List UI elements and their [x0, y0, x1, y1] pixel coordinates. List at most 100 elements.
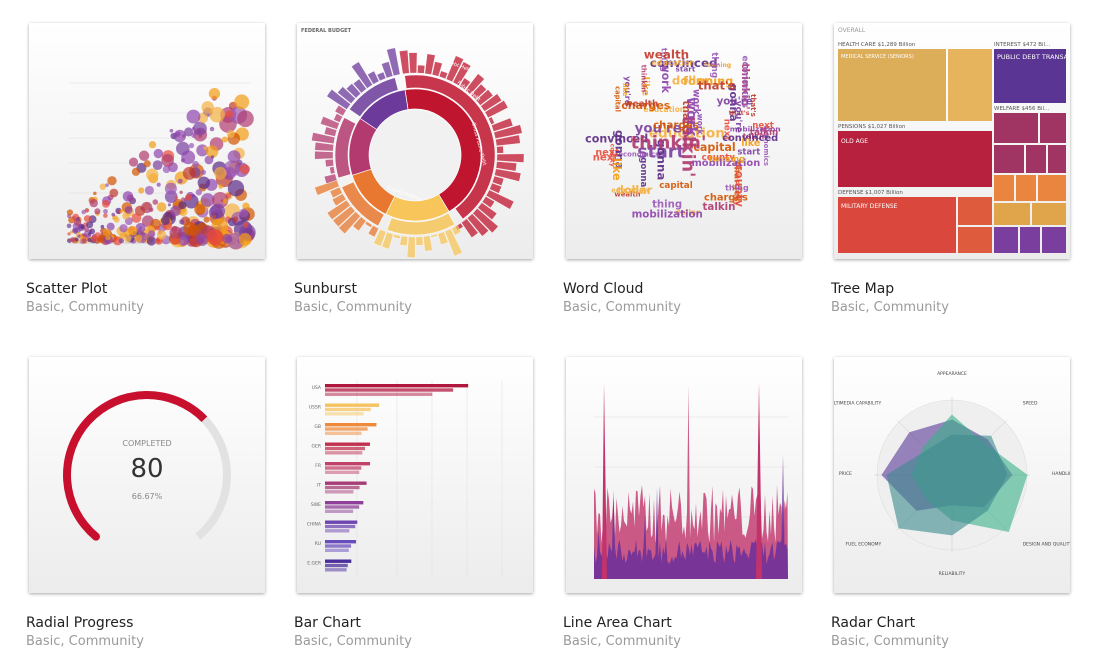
card-tags: Basic, Community [563, 634, 681, 649]
outer-spike [352, 216, 367, 232]
card-tags: Basic, Community [563, 300, 681, 315]
radar-axis-label: SPEED [1023, 400, 1038, 406]
scatter-dot [67, 232, 71, 236]
outer-spike [437, 231, 449, 246]
bar [325, 427, 368, 431]
scatter-dot [143, 160, 151, 168]
cloud-word: talkin' [743, 132, 769, 141]
scatter-dot [212, 214, 217, 219]
outer-spike [430, 233, 438, 238]
bar-label: CHINA [307, 522, 322, 528]
outer-spike [364, 221, 373, 228]
cloud-word: like [621, 83, 629, 97]
radar-axis-label: RELIABILITY [939, 571, 966, 577]
area [594, 385, 788, 579]
chart-card[interactable]: OVERALL HEALTH CARE $1,289 Billion INTERES… [834, 23, 1070, 259]
chart-card[interactable]: COMPLETED 80 66.67% [29, 357, 265, 593]
outer-spike [381, 61, 394, 79]
thumbnail: APPEARANCE SPEED HANDLING DESIGN AND QUALIT… [834, 371, 1070, 577]
scatter-dot [188, 142, 195, 149]
chart-card[interactable]: APPEARANCE SPEED HANDLING DESIGN AND QUALIT… [834, 357, 1070, 593]
ring-segment [386, 212, 456, 236]
cloud-word: forming [704, 62, 731, 69]
scatter-dot [119, 224, 128, 233]
scatter-dot [149, 238, 154, 243]
scatter-dot [74, 237, 79, 242]
outer-spike [438, 70, 448, 80]
bar [325, 490, 354, 494]
card-tags: Basic, Community [26, 300, 144, 315]
outer-spike [399, 50, 410, 75]
cloud-word: gonna [654, 139, 668, 180]
card-title: Tree Map [831, 281, 895, 297]
outer-spike [324, 126, 338, 137]
bar [325, 388, 454, 392]
tile-label: OLD AGE [841, 138, 868, 145]
outer-spike [458, 77, 471, 91]
tile-label: WELFARE $456 Bil... [994, 106, 1050, 112]
radar-axis-label: MULTIMEDIA CAPABILITY [834, 400, 882, 406]
cloud-word: wealth [614, 191, 640, 199]
scatter-dot [70, 230, 74, 234]
scatter-dot [144, 185, 154, 195]
chart-card[interactable] [29, 23, 265, 259]
outer-spike [461, 218, 479, 238]
scatter-dot [147, 230, 156, 238]
outer-spike [451, 224, 462, 236]
scatter-dot [200, 169, 207, 175]
outer-spike [346, 83, 362, 99]
outer-spike [386, 47, 401, 77]
cloud-word: thinkin' [640, 65, 648, 95]
scatter-dot [103, 213, 108, 218]
thumb-heading: OVERALL [838, 27, 866, 34]
cloud-word: charges [621, 99, 671, 112]
bar-label: IT [317, 483, 321, 489]
cloud-word: thing [660, 48, 670, 72]
bar-label: GER [312, 444, 321, 450]
cloud-word: economics [762, 125, 770, 166]
outer-spike [472, 208, 499, 234]
ring-segment [359, 89, 409, 130]
chart-card[interactable]: USA USSR GB GER FR IT SWE CHINA RU E.GER [297, 357, 533, 593]
tile [1042, 227, 1066, 253]
scatter-dot [179, 219, 185, 225]
scatter-dot [205, 145, 219, 158]
chart-card[interactable]: FEDERAL BUDGET Debt Held by Public Public … [297, 23, 533, 259]
cloud-word: work [690, 89, 701, 116]
cloud-word: start [737, 146, 760, 156]
outer-spike [331, 193, 347, 207]
tile [994, 203, 1030, 225]
outer-spike [485, 189, 515, 210]
bar [325, 466, 362, 470]
tile-label: MEDICAL SERVICE (SENIORS) [841, 54, 914, 60]
scatter-dot [222, 198, 228, 204]
outer-spike [314, 142, 334, 152]
outer-spike [494, 168, 522, 182]
scatter-dot [210, 203, 226, 219]
tile [948, 49, 992, 121]
outer-spike [495, 134, 521, 147]
scatter-dot [210, 155, 215, 159]
cloud-word: convinced [585, 132, 648, 145]
scatter-dot [197, 176, 211, 189]
scatter-dot [101, 199, 110, 208]
scatter-dot [94, 208, 101, 215]
scatter-dot [113, 216, 120, 223]
cloud-word: thing [725, 184, 749, 193]
cloud-word: convinced [722, 133, 778, 144]
scatter-dot [102, 228, 111, 237]
cloud-word: like [640, 77, 651, 97]
cloud-word: charges [731, 161, 741, 202]
scatter-dot [214, 166, 227, 180]
bar [325, 529, 350, 533]
card-title: Radar Chart [831, 615, 916, 631]
chart-card[interactable]: gonna you're thing that's next like education c… [566, 23, 802, 259]
chart-card[interactable] [566, 357, 802, 593]
scatter-dot [242, 202, 250, 210]
outer-spike [423, 235, 433, 252]
outer-spike [467, 213, 489, 237]
scatter-dot [152, 160, 163, 171]
tile-label: INTEREST $472 Bil... [994, 42, 1051, 48]
card-title: Radial Progress [26, 615, 134, 631]
cloud-word: education [649, 126, 725, 142]
